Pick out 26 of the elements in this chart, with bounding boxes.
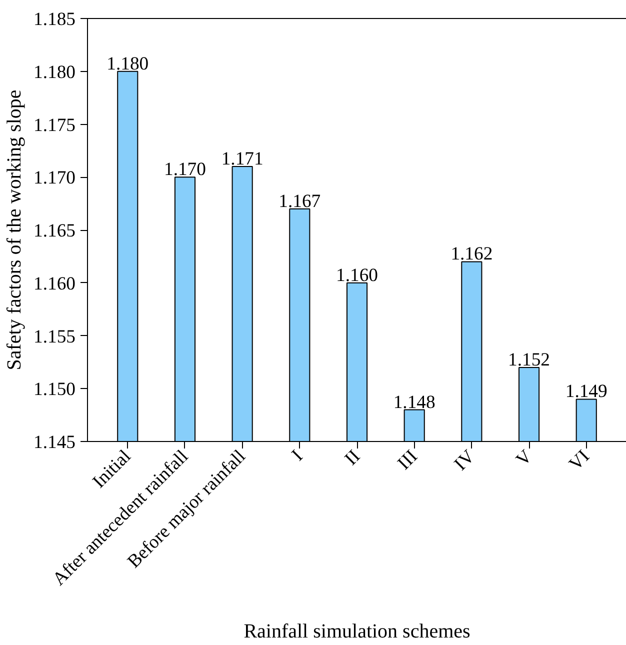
data-label: 1.160 [336,264,378,286]
y-tick-label: 1.160 [34,273,76,294]
y-tick-label: 1.180 [34,62,76,83]
x-axis-title: Rainfall simulation schemes [244,620,471,642]
y-tick-label: 1.175 [34,114,76,136]
y-tick-label: 1.155 [34,326,76,348]
x-tick-label: V [512,446,537,470]
data-label: 1.171 [221,148,264,170]
x-tick-label: I [288,446,308,466]
data-label: 1.152 [508,349,550,370]
data-label: 1.180 [106,53,149,74]
y-axis-title: Safety factors of the working slope [4,90,26,370]
data-label: 1.148 [393,392,436,413]
y-tick-label: 1.145 [34,432,76,453]
x-tick-label: VI [565,446,594,475]
data-label: 1.149 [565,381,608,402]
data-label: 1.167 [278,190,321,212]
data-label: 1.170 [164,159,206,180]
y-tick-label: 1.165 [34,220,76,242]
data-label: 1.162 [450,244,493,265]
y-tick-label: 1.185 [34,9,76,30]
y-tick-label: 1.150 [34,379,76,400]
x-tick-label: III [394,446,422,474]
x-tick-label: IV [450,446,480,475]
x-tick-label: II [340,446,364,470]
y-tick-label: 1.170 [34,168,76,189]
